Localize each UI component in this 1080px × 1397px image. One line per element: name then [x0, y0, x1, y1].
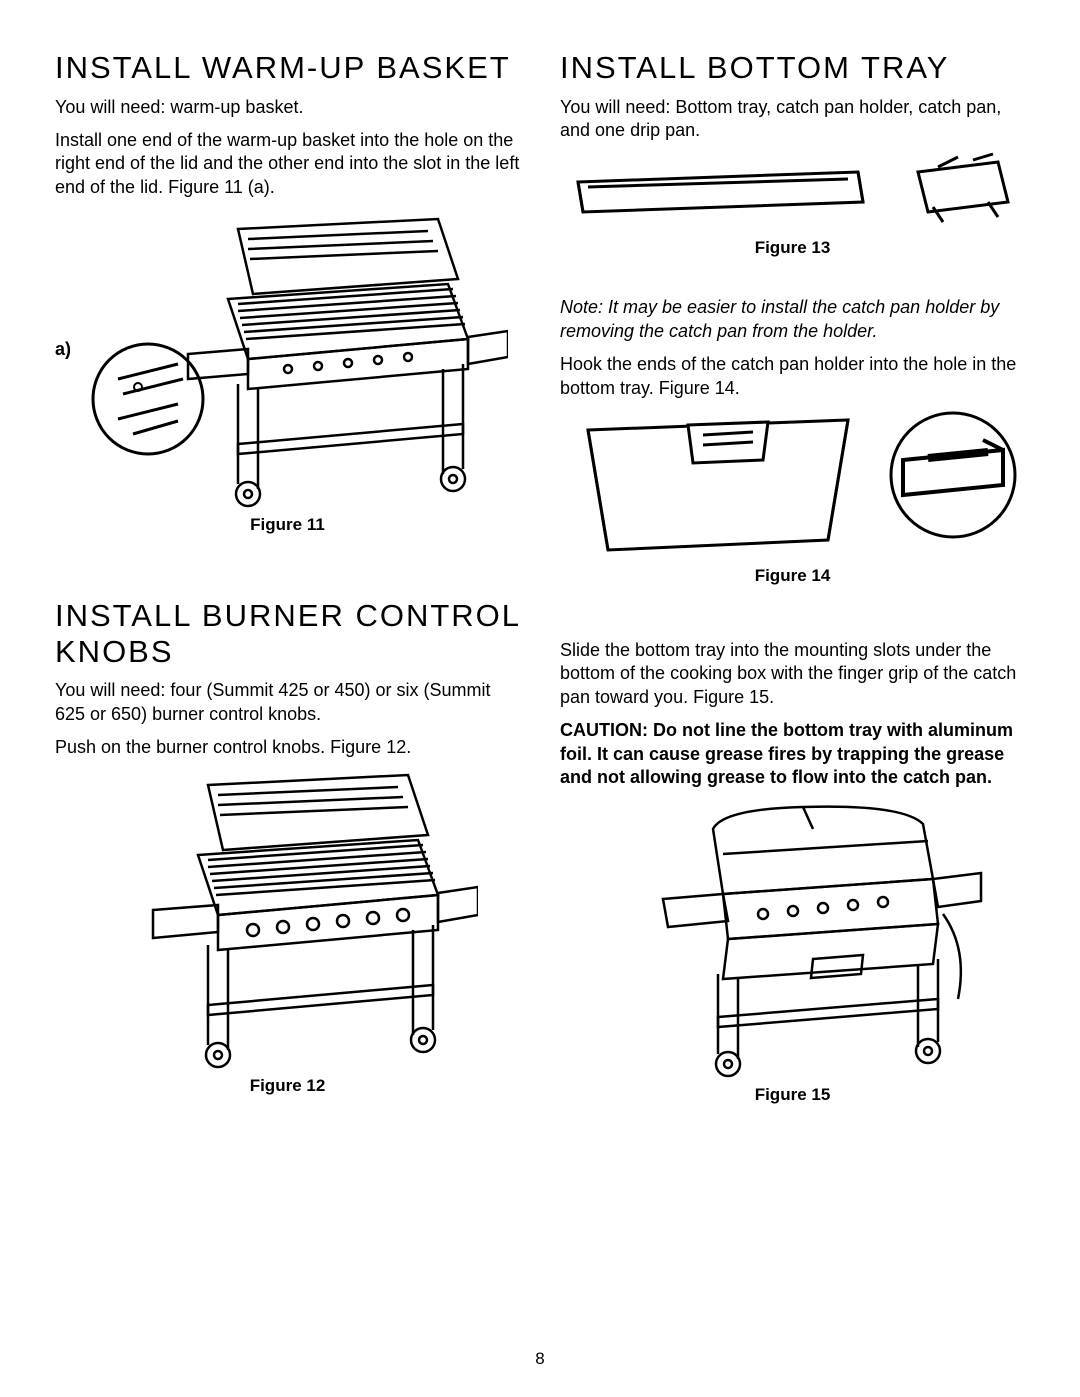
- figure-15: Figure 15: [560, 799, 1025, 1105]
- figure-11: a): [55, 209, 520, 535]
- bottomtray-hook: Hook the ends of the catch pan holder in…: [560, 353, 1025, 400]
- right-column: INSTALL BOTTOM TRAY You will need: Botto…: [560, 50, 1025, 1123]
- page-number: 8: [0, 1349, 1080, 1369]
- figure-14: Figure 14: [560, 410, 1025, 586]
- knobs-instruction: Push on the burner control knobs. Figure…: [55, 736, 520, 759]
- warmup-need: You will need: warm-up basket.: [55, 96, 520, 119]
- content-columns: INSTALL WARM-UP BASKET You will need: wa…: [55, 50, 1025, 1123]
- grill-closed-illustration-icon: [560, 799, 1025, 1079]
- heading-bottom-tray: INSTALL BOTTOM TRAY: [560, 50, 1025, 86]
- bottomtray-slide: Slide the bottom tray into the mounting …: [560, 639, 1025, 709]
- figure-14-caption: Figure 14: [560, 566, 1025, 586]
- figure-13-caption: Figure 13: [560, 238, 1025, 258]
- knobs-need: You will need: four (Summit 425 or 450) …: [55, 679, 520, 726]
- figure-12-caption: Figure 12: [55, 1076, 520, 1096]
- warmup-instruction: Install one end of the warm-up basket in…: [55, 129, 520, 199]
- left-column: INSTALL WARM-UP BASKET You will need: wa…: [55, 50, 520, 1123]
- figure-11-caption: Figure 11: [55, 515, 520, 535]
- bottomtray-need: You will need: Bottom tray, catch pan ho…: [560, 96, 1025, 143]
- catchpan-illustration-icon: [560, 410, 1025, 560]
- bottomtray-caution: CAUTION: Do not line the bottom tray wit…: [560, 719, 1025, 789]
- figure-13: Figure 13: [560, 152, 1025, 258]
- heading-warmup-basket: INSTALL WARM-UP BASKET: [55, 50, 520, 86]
- bottomtray-note: Note: It may be easier to install the ca…: [560, 296, 1025, 343]
- figure-15-caption: Figure 15: [560, 1085, 1025, 1105]
- label-a: a): [55, 339, 71, 360]
- tray-parts-illustration-icon: [560, 152, 1025, 232]
- figure-12: Figure 12: [55, 770, 520, 1096]
- grill-illustration-icon: [75, 209, 520, 509]
- heading-burner-knobs: INSTALL BURNER CONTROL KNOBS: [55, 598, 520, 669]
- grill-knobs-illustration-icon: [55, 770, 520, 1070]
